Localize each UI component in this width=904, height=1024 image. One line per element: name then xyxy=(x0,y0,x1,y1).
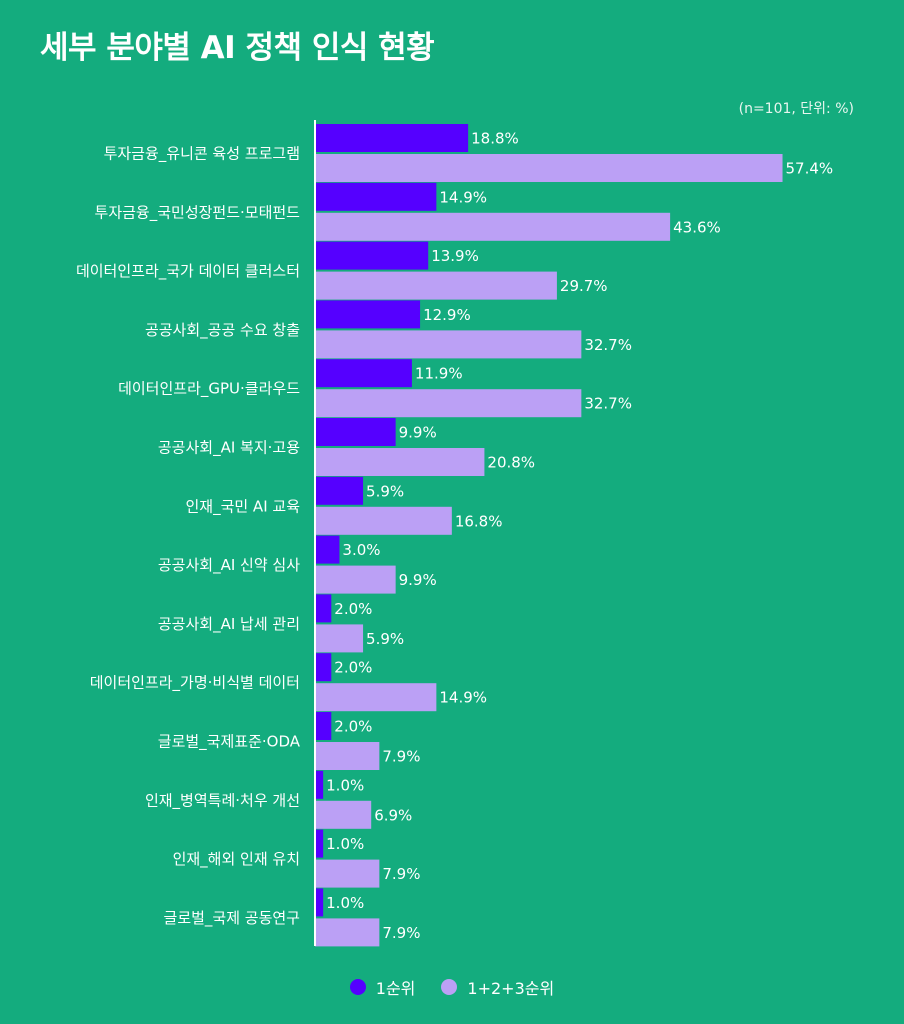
bar-rank1 xyxy=(315,300,421,329)
bar-rank123 xyxy=(315,800,372,829)
legend-swatch-rank1 xyxy=(349,979,366,995)
value-label-rank123: 20.8% xyxy=(487,454,535,472)
category-label: 데이터인프라_GPU·클라우드 xyxy=(118,380,300,399)
bar-rank123 xyxy=(315,565,396,594)
bar-rank1 xyxy=(315,829,324,858)
value-label-rank123: 5.9% xyxy=(366,630,404,648)
category-label: 공공사회_공공 수요 창출 xyxy=(145,321,300,340)
bar-rank123 xyxy=(315,624,364,653)
category-label: 인재_병역특례·처우 개선 xyxy=(145,791,300,810)
value-label-rank1: 14.9% xyxy=(439,188,487,206)
bar-rank1 xyxy=(315,476,364,505)
bar-rank123 xyxy=(315,154,783,182)
unit-note: (n=101, 단위: %) xyxy=(738,101,854,117)
bar-rank1 xyxy=(315,653,332,682)
category-label: 투자금융_국민성장펀드·모태펀드 xyxy=(95,203,301,222)
value-label-rank123: 14.9% xyxy=(439,689,487,707)
legend-label-rank1: 1순위 xyxy=(375,979,416,998)
value-label-rank1: 1.0% xyxy=(326,835,364,853)
bar-rank123 xyxy=(315,212,671,241)
bar-rank1 xyxy=(315,712,332,740)
value-label-rank1: 11.9% xyxy=(415,365,463,383)
value-label-rank123: 29.7% xyxy=(560,277,608,295)
bar-rank123 xyxy=(315,683,437,712)
legend-swatch-rank123 xyxy=(441,979,458,995)
bar-rank123 xyxy=(315,271,557,300)
value-label-rank123: 7.9% xyxy=(382,865,420,883)
category-label: 인재_국민 AI 교육 xyxy=(185,497,300,516)
value-label-rank123: 7.9% xyxy=(382,748,420,766)
value-label-rank123: 7.9% xyxy=(382,924,420,942)
category-label: 데이터인프라_가명·비식별 데이터 xyxy=(90,674,300,693)
value-label-rank1: 13.9% xyxy=(431,247,479,265)
bar-rank1 xyxy=(315,535,340,564)
value-label-rank1: 2.0% xyxy=(334,600,372,618)
category-label: 공공사회_AI 납세 관리 xyxy=(158,615,300,634)
value-label-rank123: 32.7% xyxy=(584,395,632,413)
value-label-rank123: 43.6% xyxy=(673,218,721,236)
chart-title: 세부 분야별 AI 정책 인식 현황 xyxy=(40,30,435,66)
bar-rank1 xyxy=(315,770,324,799)
value-label-rank1: 2.0% xyxy=(334,718,372,736)
legend-label-rank123: 1+2+3순위 xyxy=(467,979,555,998)
bar-rank123 xyxy=(315,918,380,947)
category-label: 글로벌_국제표준·ODA xyxy=(158,733,301,752)
bar-rank1 xyxy=(315,182,437,211)
bar-rank1 xyxy=(315,888,324,917)
bar-rank123 xyxy=(315,330,582,359)
value-label-rank1: 5.9% xyxy=(366,482,404,500)
category-label: 글로벌_국제 공동연구 xyxy=(164,909,300,928)
value-label-rank1: 1.0% xyxy=(326,894,364,912)
value-label-rank1: 3.0% xyxy=(342,541,380,559)
value-label-rank1: 9.9% xyxy=(399,424,437,442)
value-label-rank1: 12.9% xyxy=(423,306,471,324)
category-label: 투자금융_유니콘 육성 프로그램 xyxy=(104,145,300,164)
value-label-rank1: 1.0% xyxy=(326,776,364,794)
value-label-rank123: 32.7% xyxy=(584,336,632,354)
bar-rank123 xyxy=(315,389,582,418)
value-label-rank1: 18.8% xyxy=(471,130,519,148)
bar-rank123 xyxy=(315,448,485,476)
category-label: 데이터인프라_국가 데이터 클러스터 xyxy=(76,262,300,281)
bar-rank1 xyxy=(315,359,412,388)
category-label: 인재_해외 인재 유치 xyxy=(173,850,300,869)
bar-rank1 xyxy=(315,594,332,623)
value-label-rank1: 2.0% xyxy=(334,659,372,677)
value-label-rank123: 57.4% xyxy=(786,160,834,178)
category-label: 공공사회_AI 복지·고용 xyxy=(158,439,300,458)
legend: 1순위 1+2+3순위 xyxy=(0,975,904,999)
bar-rank1 xyxy=(315,124,469,152)
value-label-rank123: 6.9% xyxy=(374,806,412,824)
legend-item-rank1: 1순위 xyxy=(349,975,416,999)
bar-rank123 xyxy=(315,742,380,770)
bar-rank1 xyxy=(315,241,429,270)
value-label-rank123: 9.9% xyxy=(399,571,437,589)
value-label-rank123: 16.8% xyxy=(455,512,503,530)
bar-rank1 xyxy=(315,418,396,446)
bar-rank123 xyxy=(315,859,380,888)
category-label: 공공사회_AI 신약 심사 xyxy=(158,556,300,575)
legend-item-rank123: 1+2+3순위 xyxy=(441,975,554,999)
bar-rank123 xyxy=(315,506,452,535)
